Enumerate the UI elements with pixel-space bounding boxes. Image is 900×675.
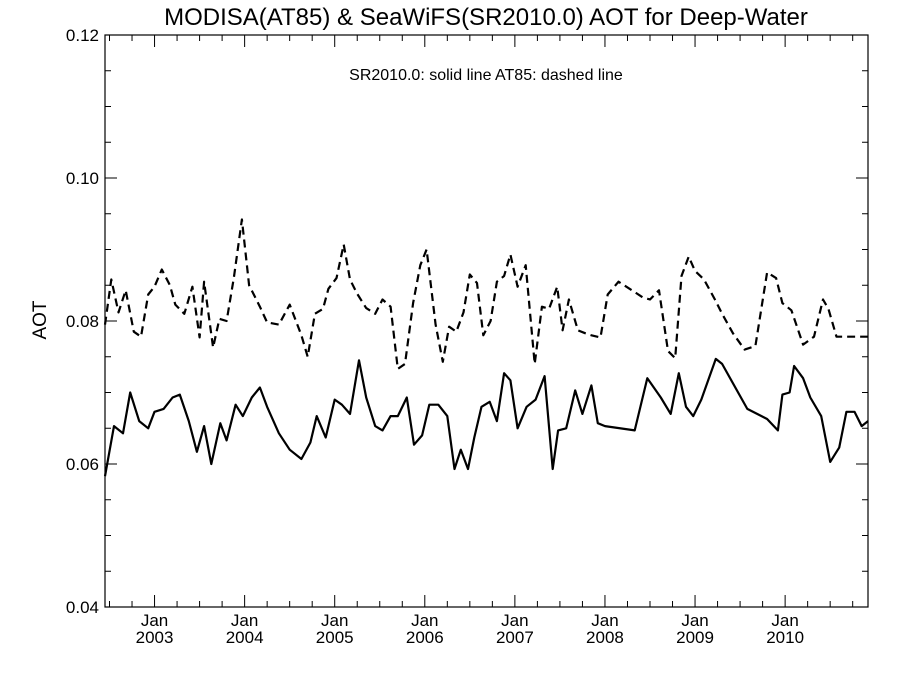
x-tick-year: 2007 bbox=[496, 628, 534, 647]
x-tick-month: Jan bbox=[231, 611, 258, 630]
x-tick-month: Jan bbox=[681, 611, 708, 630]
series-line-sr2010-solid bbox=[103, 357, 869, 477]
axis-ticks: 0.040.060.080.100.12Jan2003Jan2004Jan200… bbox=[66, 26, 868, 647]
y-tick-label: 0.08 bbox=[66, 312, 99, 331]
y-tick-label: 0.12 bbox=[66, 26, 99, 45]
y-tick-label: 0.04 bbox=[66, 598, 99, 617]
y-axis-label: AOT bbox=[30, 300, 51, 339]
x-tick-year: 2010 bbox=[766, 628, 804, 647]
y-tick-label: 0.06 bbox=[66, 455, 99, 474]
x-tick-year: 2003 bbox=[136, 628, 174, 647]
y-tick-label: 0.10 bbox=[66, 169, 99, 188]
plot-frame bbox=[104, 34, 869, 608]
x-tick-year: 2006 bbox=[406, 628, 444, 647]
x-tick-month: Jan bbox=[771, 611, 798, 630]
x-tick-year: 2008 bbox=[586, 628, 624, 647]
x-tick-year: 2004 bbox=[226, 628, 264, 647]
chart-title: MODISA(AT85) & SeaWiFS(SR2010.0) AOT for… bbox=[164, 4, 808, 31]
x-tick-year: 2005 bbox=[316, 628, 354, 647]
x-tick-month: Jan bbox=[501, 611, 528, 630]
x-tick-month: Jan bbox=[411, 611, 438, 630]
x-tick-year: 2009 bbox=[676, 628, 714, 647]
x-tick-month: Jan bbox=[591, 611, 618, 630]
x-tick-month: Jan bbox=[321, 611, 348, 630]
legend-annotation: SR2010.0: solid line AT85: dashed line bbox=[349, 67, 623, 84]
series-layer bbox=[103, 218, 869, 477]
series-line-at85-dashed bbox=[103, 218, 868, 370]
x-tick-month: Jan bbox=[141, 611, 168, 630]
